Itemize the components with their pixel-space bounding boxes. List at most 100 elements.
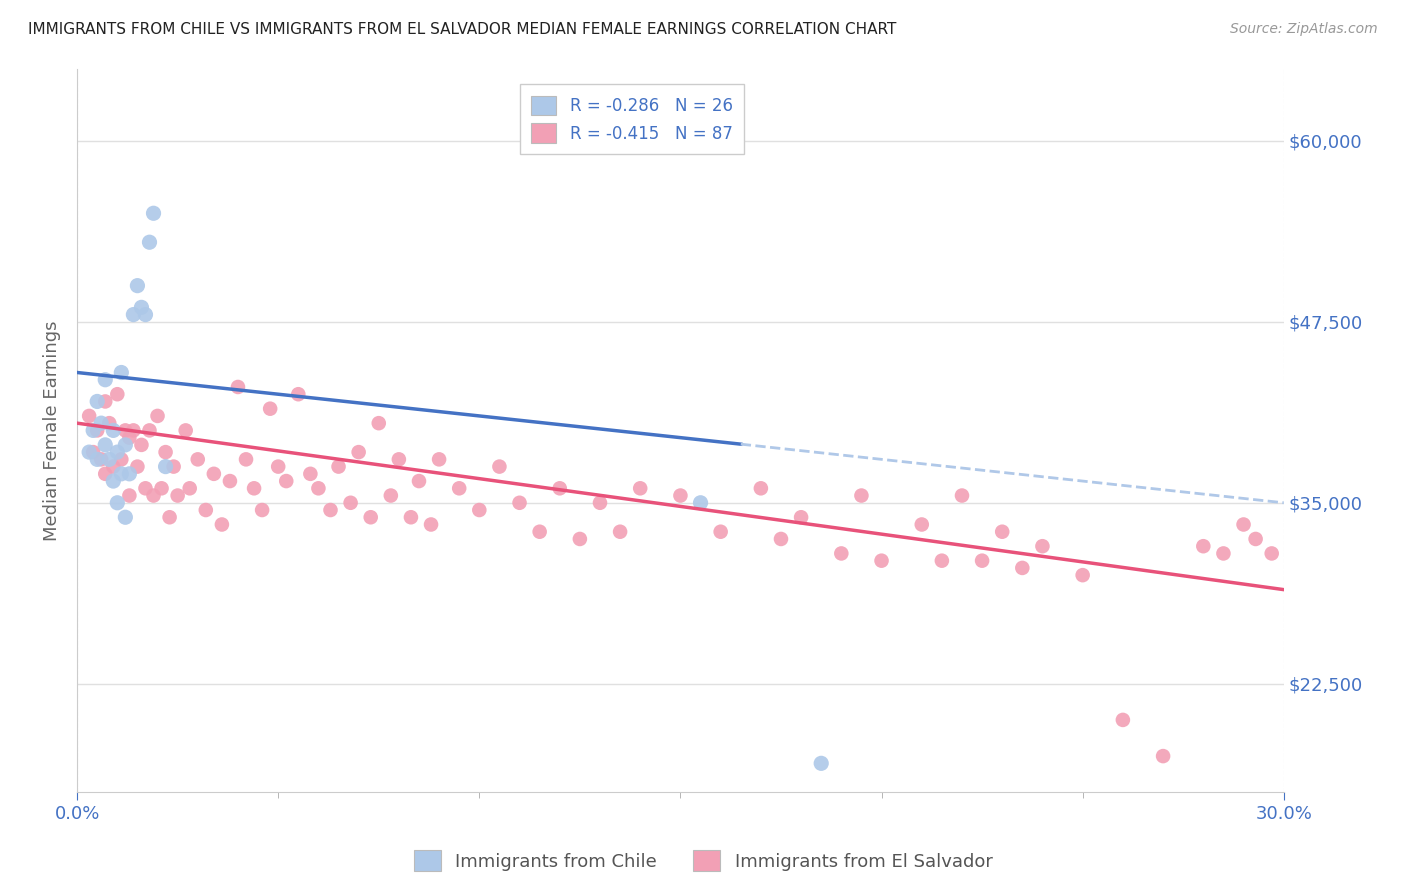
Point [103,474,125,488]
Point [77,409,100,423]
Point [110,467,132,481]
Point [851,489,873,503]
Point [122,424,145,438]
Text: Source: ZipAtlas.com: Source: ZipAtlas.com [1230,22,1378,37]
Point [103,459,125,474]
Point [114,438,136,452]
Point [94,438,117,452]
Point [1031,539,1053,553]
Point [166,489,188,503]
Point [243,481,266,495]
Point [299,467,322,481]
Point [319,503,342,517]
Point [529,524,551,539]
Point [870,554,893,568]
Point [427,452,450,467]
Point [194,503,217,517]
Point [82,424,104,438]
Point [1260,546,1282,560]
Point [488,459,510,474]
Point [1071,568,1094,582]
Point [110,452,132,467]
Point [609,524,631,539]
Point [90,416,112,430]
Point [142,489,165,503]
Point [127,459,149,474]
Point [118,467,141,481]
Point [179,481,201,495]
Point [548,481,571,495]
Point [187,452,209,467]
Point [360,510,382,524]
Legend: R = -0.286   N = 26, R = -0.415   N = 87: R = -0.286 N = 26, R = -0.415 N = 87 [520,84,745,154]
Point [991,524,1014,539]
Point [94,373,117,387]
Point [710,524,733,539]
Point [790,510,813,524]
Point [1112,713,1135,727]
Point [628,481,651,495]
Point [138,424,160,438]
Point [830,546,852,560]
Point [911,517,934,532]
Point [105,387,128,401]
Point [749,481,772,495]
Point [449,481,471,495]
Point [146,409,169,423]
Point [235,452,257,467]
Point [420,517,443,532]
Point [259,401,281,416]
Point [155,445,177,459]
Point [98,416,121,430]
Point [122,308,145,322]
Point [174,424,197,438]
Point [1011,561,1033,575]
Point [86,424,108,438]
Point [105,445,128,459]
Point [226,380,249,394]
Point [211,517,233,532]
Point [339,496,361,510]
Point [399,510,422,524]
Point [142,206,165,220]
Point [950,489,973,503]
Point [77,445,100,459]
Point [131,438,153,452]
Legend: Immigrants from Chile, Immigrants from El Salvador: Immigrants from Chile, Immigrants from E… [406,843,1000,879]
Point [328,459,350,474]
Point [1152,749,1174,764]
Point [159,510,181,524]
Point [90,452,112,467]
Point [202,467,225,481]
Point [347,445,370,459]
Point [589,496,612,510]
Point [1192,539,1215,553]
Y-axis label: Median Female Earnings: Median Female Earnings [44,320,60,541]
Point [408,474,430,488]
Point [118,431,141,445]
Point [118,489,141,503]
Point [388,452,411,467]
Point [86,452,108,467]
Point [267,459,290,474]
Point [131,301,153,315]
Point [82,445,104,459]
Point [1232,517,1254,532]
Point [94,467,117,481]
Point [94,394,117,409]
Point [769,532,792,546]
Point [105,496,128,510]
Point [307,481,329,495]
Point [127,278,149,293]
Point [287,387,309,401]
Point [138,235,160,250]
Point [86,394,108,409]
Point [276,474,298,488]
Point [134,308,156,322]
Point [669,489,692,503]
Point [103,424,125,438]
Point [114,424,136,438]
Point [219,474,242,488]
Point [150,481,173,495]
Point [155,459,177,474]
